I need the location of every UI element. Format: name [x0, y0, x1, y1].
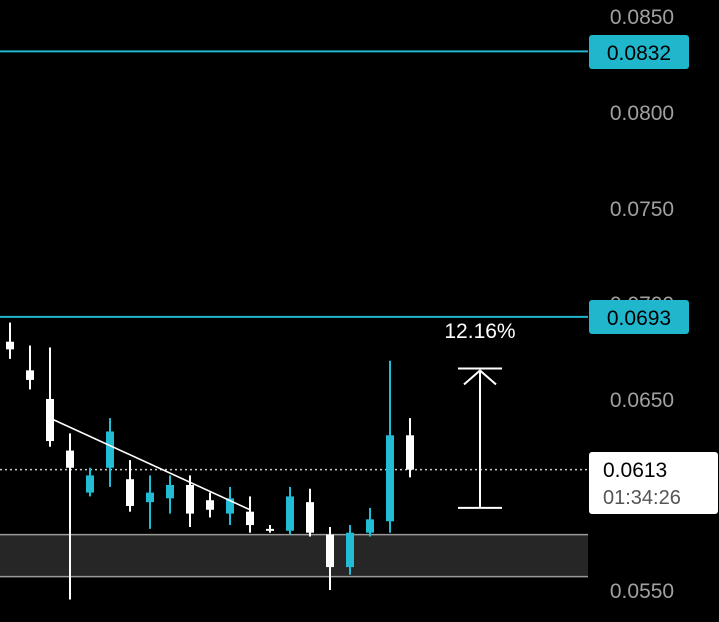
axis-tick-label: 0.0650 — [610, 389, 674, 412]
candle-body-bearish — [306, 502, 314, 533]
candle-body-bearish — [206, 500, 214, 510]
countdown-label: 01:34:26 — [603, 487, 681, 509]
axis-tick-label: 0.0850 — [610, 6, 674, 29]
level-tag-0693[interactable]: 0.0693 — [589, 300, 689, 334]
candle-body-bearish — [66, 450, 74, 468]
candle-body-bullish — [86, 475, 94, 493]
current-price-tag[interactable]: 0.0613 01:34:26 — [589, 452, 718, 514]
axis-tick-label: 0.0750 — [610, 198, 674, 221]
price-axis[interactable]: 0.0850 0.0800 0.0750 0.0700 0.0650 0.055… — [610, 6, 674, 603]
level-tag-label: 0.0693 — [607, 307, 671, 330]
candle-body-bullish — [386, 435, 394, 522]
candle-body-bearish — [126, 479, 134, 506]
measure-tool[interactable]: 12.16% — [444, 320, 516, 509]
current-price-label: 0.0613 — [603, 459, 667, 482]
candle-body-bearish — [406, 435, 414, 470]
candle-body-bearish — [46, 399, 54, 442]
candle-body-bullish — [226, 498, 234, 514]
arrow-up-icon — [463, 369, 497, 386]
measure-label: 12.16% — [444, 320, 515, 343]
candle-body-bearish — [266, 528, 274, 531]
candle-body-bearish — [26, 370, 34, 380]
candle-body-bullish — [286, 496, 294, 531]
candle-body-bullish — [366, 519, 374, 533]
candle-body-bullish — [346, 532, 354, 568]
current-price-tag-bg — [589, 452, 718, 514]
axis-tick-label: 0.0800 — [610, 102, 674, 125]
axis-tick-label: 0.0550 — [610, 580, 674, 603]
candle-body-bearish — [246, 511, 254, 526]
level-tag-label: 0.0832 — [607, 42, 671, 65]
candle-body-bullish — [166, 484, 174, 499]
level-tag-bg — [589, 300, 689, 334]
level-tag-0832[interactable]: 0.0832 — [589, 35, 689, 69]
candle-body-bearish — [6, 341, 14, 350]
trendline[interactable] — [49, 417, 251, 511]
candle-body-bearish — [186, 484, 194, 514]
demand-zone — [0, 534, 588, 577]
candle-body-bearish — [326, 534, 334, 568]
candles-group — [6, 322, 414, 600]
candle-body-bullish — [146, 492, 154, 503]
level-tag-bg — [589, 35, 689, 69]
candle-body-bullish — [106, 431, 114, 468]
